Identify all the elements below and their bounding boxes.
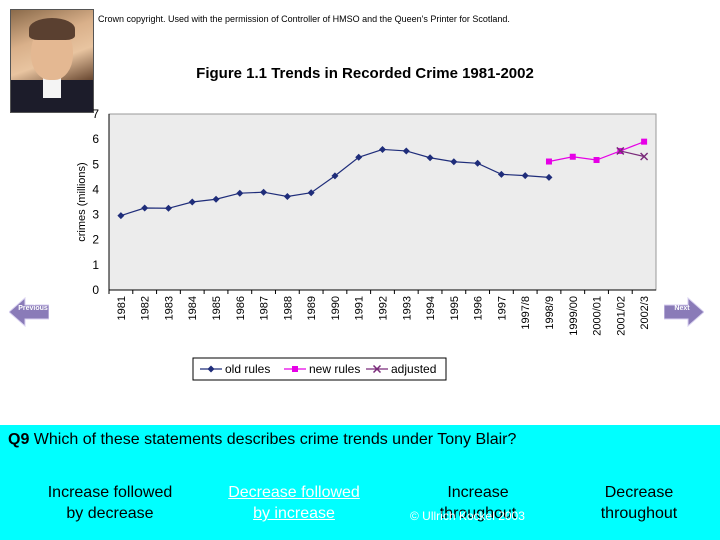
data-point-old-rules bbox=[164, 204, 172, 212]
y-tick-label: 4 bbox=[92, 182, 99, 196]
data-point-new-rules bbox=[641, 138, 648, 145]
data-point-old-rules bbox=[331, 172, 339, 180]
next-label: Next bbox=[674, 305, 690, 312]
crime-trends-chart: crimes (millions) 0 1 2 3 4 5 6 7 1981 1982 1983 1… bbox=[76, 107, 657, 381]
x-tick-label: 1981 bbox=[116, 296, 128, 320]
x-tick-label: 1996 bbox=[473, 296, 485, 320]
y-tick-label: 3 bbox=[92, 208, 99, 222]
data-point-old-rules bbox=[188, 198, 196, 206]
legend: old rules new rules adjusted bbox=[192, 357, 447, 381]
data-point-old-rules bbox=[236, 189, 244, 197]
data-point-new-rules bbox=[569, 153, 576, 160]
legend-label: old rules bbox=[225, 362, 270, 376]
data-point-old-rules bbox=[545, 173, 553, 181]
data-point-old-rules bbox=[379, 145, 386, 153]
copyright-notice: © Ullrich Kockel 2003 bbox=[410, 509, 525, 523]
x-tick-label: 1992 bbox=[378, 296, 390, 320]
data-point-old-rules bbox=[283, 192, 291, 200]
x-tick-label: 1989 bbox=[306, 296, 318, 320]
x-tick-label: 1999/00 bbox=[568, 296, 580, 336]
data-point-old-rules bbox=[402, 147, 410, 155]
x-tick-label: 1991 bbox=[354, 296, 366, 320]
y-tick-label: 6 bbox=[92, 132, 99, 146]
x-tick-label: 1995 bbox=[449, 296, 461, 320]
data-point-old-rules bbox=[450, 158, 458, 166]
left-arrow-icon bbox=[9, 296, 49, 328]
previous-label: Previous bbox=[18, 305, 48, 312]
data-point-old-rules bbox=[474, 159, 482, 167]
y-tick-label: 7 bbox=[92, 107, 99, 121]
y-tick-label: 1 bbox=[92, 258, 99, 272]
x-tick-label: 1997/8 bbox=[520, 296, 532, 330]
x-tick-label: 1988 bbox=[282, 296, 294, 320]
question-number: Q9 bbox=[8, 431, 30, 448]
data-point-old-rules bbox=[426, 154, 434, 162]
option-decrease-then-increase[interactable]: Decrease followed by increase bbox=[228, 484, 360, 522]
x-tick-label: 1982 bbox=[140, 296, 152, 320]
y-axis-label: crimes (millions) bbox=[76, 162, 88, 241]
x-tick-label: 1983 bbox=[163, 296, 175, 320]
slide-top: Crown copyright. Used with the permissio… bbox=[9, 9, 704, 381]
y-tick-label: 0 bbox=[92, 283, 99, 297]
x-tick-label: 1986 bbox=[235, 296, 247, 320]
right-arrow-icon bbox=[664, 296, 704, 328]
legend-label: new rules bbox=[309, 362, 360, 376]
x-tick-label: 1997 bbox=[496, 296, 508, 320]
x-tick-label: 1984 bbox=[187, 296, 199, 320]
y-tick-label: 5 bbox=[92, 157, 99, 171]
data-point-old-rules bbox=[141, 204, 149, 212]
legend-swatch-marker bbox=[292, 366, 298, 372]
x-tick-label: 1990 bbox=[330, 296, 342, 320]
previous-button[interactable]: Previous bbox=[9, 296, 49, 328]
data-point-old-rules bbox=[212, 195, 220, 203]
plot-area bbox=[108, 113, 657, 291]
data-point-old-rules bbox=[355, 153, 363, 161]
x-tick-label: 1994 bbox=[425, 296, 437, 320]
question-panel: Q9 Which of these statements describes c… bbox=[0, 425, 720, 540]
option-decrease-throughout[interactable]: Decrease throughout bbox=[600, 484, 678, 522]
data-point-old-rules bbox=[307, 189, 315, 197]
series-line-adjusted bbox=[620, 150, 645, 158]
next-button[interactable]: Next bbox=[664, 296, 704, 328]
x-tick-label: 2002/3 bbox=[639, 296, 651, 330]
copyright-credit: Crown copyright. Used with the permissio… bbox=[98, 14, 510, 24]
data-point-old-rules bbox=[260, 188, 268, 196]
y-tick-label: 2 bbox=[92, 233, 99, 247]
chart-title: Figure 1.1 Trends in Recorded Crime 1981… bbox=[196, 65, 534, 82]
data-point-new-rules bbox=[593, 157, 600, 164]
x-tick-label: 1998/9 bbox=[544, 296, 556, 330]
x-tick-label: 2000/01 bbox=[592, 296, 604, 336]
legend-label: adjusted bbox=[391, 362, 436, 376]
x-tick-label: 1993 bbox=[401, 296, 413, 320]
question-text: Q9 Which of these statements describes c… bbox=[8, 431, 516, 449]
x-tick-label: 2001/02 bbox=[615, 296, 627, 336]
option-increase-then-decrease[interactable]: Increase followed by decrease bbox=[47, 484, 173, 522]
data-point-old-rules bbox=[521, 172, 529, 180]
data-point-adjusted bbox=[616, 146, 625, 155]
x-tick-label: 1985 bbox=[211, 296, 223, 320]
data-point-new-rules bbox=[545, 158, 552, 165]
portrait-photo bbox=[10, 9, 94, 113]
data-point-old-rules bbox=[117, 212, 125, 220]
question-body: Which of these statements describes crim… bbox=[33, 431, 517, 448]
legend-swatch-marker bbox=[372, 364, 382, 374]
x-tick-label: 1987 bbox=[259, 296, 271, 320]
data-point-adjusted bbox=[640, 152, 649, 161]
option-increase-throughout[interactable]: Increase throughout bbox=[439, 484, 517, 522]
legend-swatch-marker bbox=[207, 365, 215, 373]
data-point-old-rules bbox=[497, 170, 505, 178]
